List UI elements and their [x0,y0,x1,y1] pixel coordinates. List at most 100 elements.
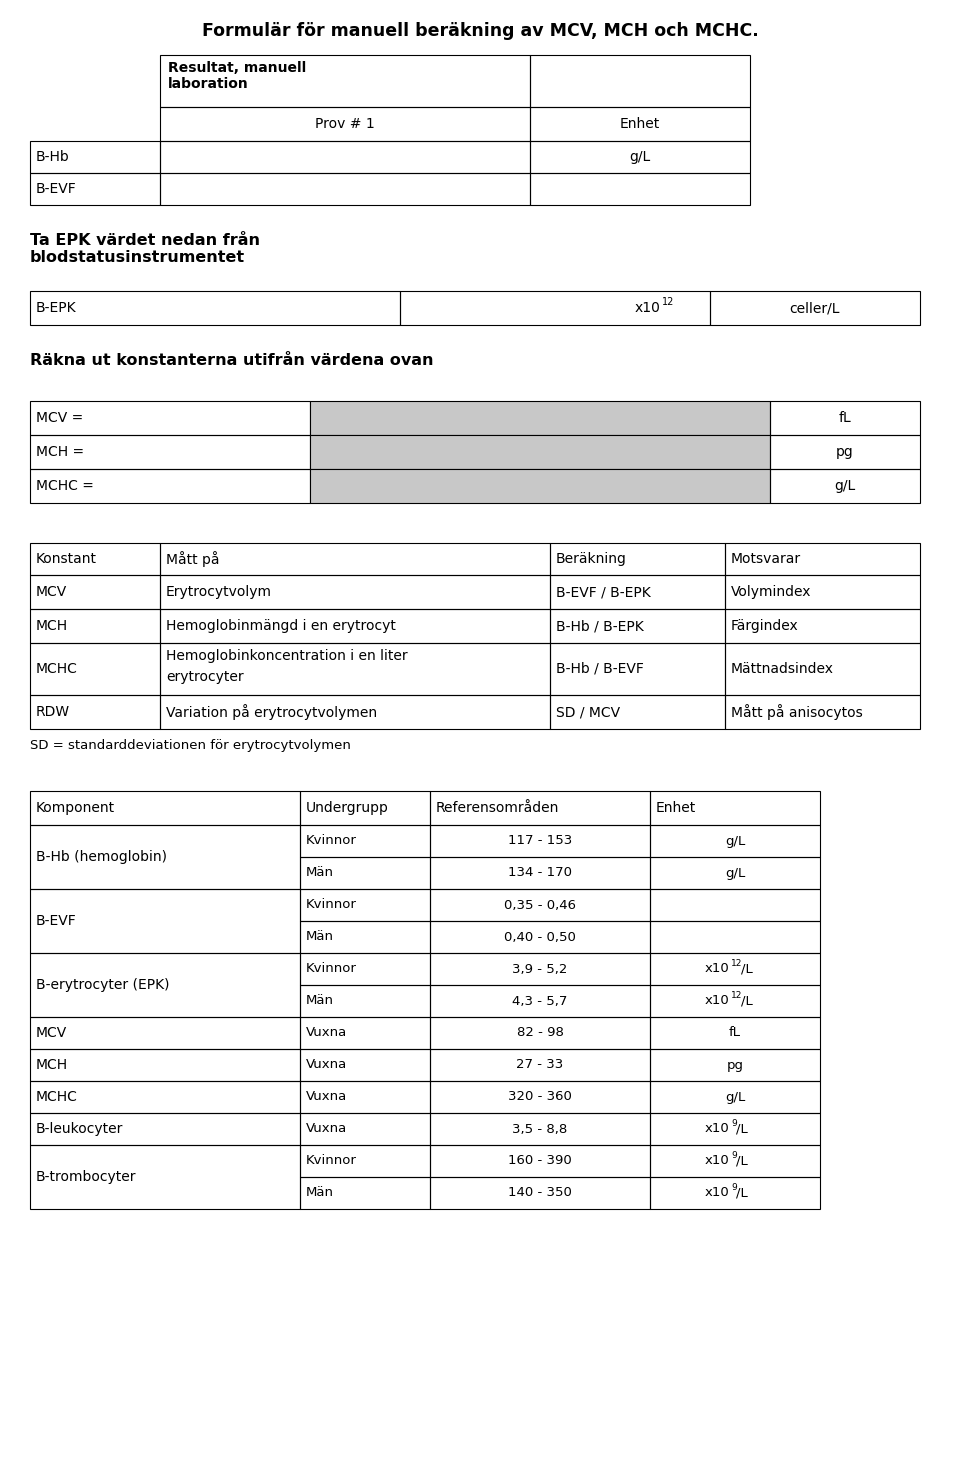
Text: B-EVF / B-EPK: B-EVF / B-EPK [556,585,651,600]
Text: pg: pg [727,1058,743,1072]
Text: MCH: MCH [36,1058,68,1072]
Bar [430,1113,650,1145]
Bar [30,825,300,888]
Text: Beräkning: Beräkning [556,553,627,566]
Text: x10: x10 [705,1155,730,1167]
Text: B-EPK: B-EPK [36,301,77,315]
Text: g/L: g/L [725,866,745,880]
Text: 12: 12 [731,991,742,1000]
Text: Undergrupp: Undergrupp [306,800,389,815]
Text: Referensområden: Referensområden [436,800,560,815]
Bar [650,825,820,858]
Text: B-Hb / B-EVF: B-Hb / B-EVF [556,663,644,676]
Bar [160,575,550,608]
Bar [650,1080,820,1113]
Text: MCV =: MCV = [36,410,84,425]
Text: Män: Män [306,1186,334,1199]
Text: B-leukocyter: B-leukocyter [36,1121,124,1136]
Text: Räkna ut konstanterna utifrån värdena ovan: Räkna ut konstanterna utifrån värdena ov… [30,353,434,368]
Text: Kvinnor: Kvinnor [306,1155,357,1167]
Bar [770,469,920,503]
Bar [650,985,820,1017]
Text: 3,9 - 5,2: 3,9 - 5,2 [513,963,567,975]
Text: /L: /L [741,963,753,975]
Bar [650,921,820,953]
Bar [30,608,160,644]
Text: Hemoglobinmängd i en erytrocyt: Hemoglobinmängd i en erytrocyt [166,619,396,633]
Bar [550,575,725,608]
Bar [550,542,725,575]
Text: 4,3 - 5,7: 4,3 - 5,7 [513,994,567,1007]
Text: /L: /L [736,1123,748,1136]
Bar [30,792,300,825]
Bar [300,888,430,921]
Bar [770,435,920,469]
Text: g/L: g/L [834,479,855,493]
Text: x10: x10 [705,994,730,1007]
Bar [430,1050,650,1080]
Bar [300,792,430,825]
Bar [160,542,550,575]
Text: 140 - 350: 140 - 350 [508,1186,572,1199]
Bar [30,435,310,469]
Bar [30,1080,300,1113]
Text: x10: x10 [705,963,730,975]
Text: 320 - 360: 320 - 360 [508,1091,572,1104]
Text: erytrocyter: erytrocyter [166,670,244,683]
Text: Ta EPK värdet nedan från
blodstatusinstrumentet: Ta EPK värdet nedan från blodstatusinstr… [30,233,260,265]
Text: Mättnadsindex: Mättnadsindex [731,663,834,676]
Bar [430,921,650,953]
Bar [160,107,530,141]
Text: Komponent: Komponent [36,800,115,815]
Bar [650,1145,820,1177]
Text: RDW: RDW [36,705,70,718]
Bar [710,290,920,325]
Text: /L: /L [741,994,753,1007]
Bar [30,695,160,729]
Text: Enhet: Enhet [620,117,660,130]
Text: Formulär för manuell beräkning av MCV, MCH och MCHC.: Formulär för manuell beräkning av MCV, M… [202,22,758,40]
Text: MCV: MCV [36,1026,67,1039]
Text: x10: x10 [635,301,660,315]
Text: B-trombocyter: B-trombocyter [36,1170,136,1185]
Text: g/L: g/L [630,150,651,164]
Bar [300,1017,430,1050]
Text: B-Hb: B-Hb [36,150,70,164]
Bar [160,141,530,173]
Text: 0,40 - 0,50: 0,40 - 0,50 [504,931,576,944]
Text: Vuxna: Vuxna [306,1058,348,1072]
Text: B-EVF: B-EVF [36,182,77,196]
Bar [160,608,550,644]
Text: Resultat, manuell
laboration: Resultat, manuell laboration [168,62,306,91]
Text: 82 - 98: 82 - 98 [516,1026,564,1039]
Text: MCH =: MCH = [36,446,84,459]
Bar [530,141,750,173]
Bar [30,290,400,325]
Text: 9: 9 [731,1120,736,1129]
Bar [725,575,920,608]
Text: pg: pg [836,446,853,459]
Bar [430,985,650,1017]
Text: x10: x10 [705,1123,730,1136]
Bar [300,1050,430,1080]
Text: 9: 9 [731,1183,736,1192]
Bar [300,1113,430,1145]
Text: Färgindex: Färgindex [731,619,799,633]
Bar [430,825,650,858]
Bar [30,1017,300,1050]
Text: Konstant: Konstant [36,553,97,566]
Bar [650,953,820,985]
Bar [430,888,650,921]
Text: celler/L: celler/L [790,301,840,315]
Text: MCHC =: MCHC = [36,479,94,493]
Text: /L: /L [736,1155,748,1167]
Bar [430,1145,650,1177]
Bar [650,1050,820,1080]
Text: MCHC: MCHC [36,1091,78,1104]
Text: Motsvarar: Motsvarar [731,553,802,566]
Text: 12: 12 [662,298,674,306]
Text: /L: /L [736,1186,748,1199]
Bar [550,608,725,644]
Text: Kvinnor: Kvinnor [306,963,357,975]
Bar [430,1177,650,1209]
